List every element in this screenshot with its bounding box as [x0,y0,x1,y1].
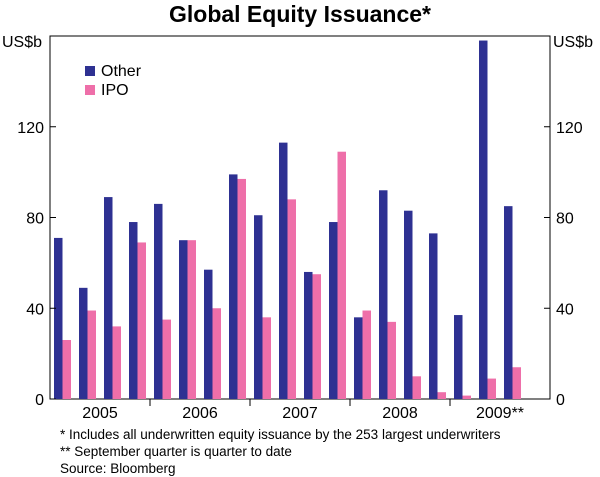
bar-ipo-2 [112,326,121,399]
bar-ipo-9 [287,199,296,399]
legend-label-ipo: IPO [101,82,129,99]
bar-ipo-17 [487,378,496,399]
ylabel-right: US$b [553,34,593,51]
ytick-label-left-120: 120 [17,120,44,137]
bar-ipo-0 [62,340,71,399]
source-note: Source: Bloomberg [60,461,176,476]
xtick-label-2006: 2006 [182,405,218,422]
bar-other-4 [154,203,163,399]
bar-ipo-18 [512,367,521,399]
bar-other-18 [504,206,513,399]
bar-ipo-6 [212,308,221,399]
legend: Other IPO [85,63,142,99]
legend-swatch-ipo [85,85,95,95]
bar-ipo-1 [87,310,96,399]
ytick-label-right-80: 80 [556,211,574,228]
ytick-label-left-40: 40 [26,301,44,318]
bar-other-16 [454,315,463,399]
footnote-double-asterisk: ** September quarter is quarter to date [60,444,292,459]
bar-other-9 [279,142,288,399]
bar-other-11 [329,222,338,399]
bar-other-10 [304,271,313,399]
ytick-label-left-80: 80 [26,211,44,228]
bar-other-3 [129,222,138,399]
bar-other-13 [379,190,388,399]
ytick-label-right-0: 0 [556,392,565,409]
bar-other-2 [104,197,113,399]
ylabel-left: US$b [2,34,42,51]
bar-ipo-10 [312,274,321,399]
xtick-label-2007: 2007 [282,405,318,422]
bars-layer [54,40,521,399]
bar-other-5 [179,240,188,399]
ytick-label-right-40: 40 [556,301,574,318]
bar-ipo-16 [462,395,471,399]
bar-other-14 [404,210,413,399]
footnote-asterisk: * Includes all underwritten equity issua… [60,427,501,442]
ytick-label-left-0: 0 [35,392,44,409]
bar-ipo-13 [387,321,396,399]
xtick-label-2008: 2008 [382,405,418,422]
bar-other-12 [354,317,363,399]
bar-other-1 [79,287,88,399]
bar-ipo-5 [187,240,196,399]
bar-other-6 [204,269,213,399]
bar-ipo-12 [362,310,371,399]
axes-layer: 0 0 40 40 80 80 120 120 US$b US$b 2005 2006 2007 2008… [2,34,593,422]
bar-ipo-11 [337,151,346,399]
bar-ipo-3 [137,242,146,399]
xtick-label-2005: 2005 [82,405,118,422]
legend-label-other: Other [101,63,142,80]
bar-other-8 [254,215,263,399]
bar-other-0 [54,237,63,399]
ytick-label-right-120: 120 [556,120,583,137]
bar-ipo-7 [237,178,246,399]
bar-ipo-14 [412,376,421,399]
bar-ipo-4 [162,319,171,399]
bar-ipo-8 [262,317,271,399]
bar-other-15 [429,233,438,399]
xtick-label-2009: 2009** [476,405,524,422]
legend-swatch-other [85,66,95,76]
bar-ipo-15 [437,392,446,399]
chart-title: Global Equity Issuance* [168,1,432,27]
bar-other-17 [479,40,488,399]
bar-other-7 [229,174,238,399]
